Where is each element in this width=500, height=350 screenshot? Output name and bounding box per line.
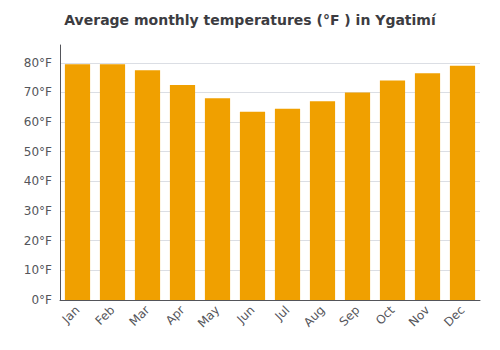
svg-text:Oct: Oct <box>373 303 398 328</box>
svg-text:Jul: Jul <box>272 303 293 324</box>
svg-text:20°F: 20°F <box>24 234 52 248</box>
svg-text:Sep: Sep <box>337 303 363 329</box>
svg-text:40°F: 40°F <box>24 174 52 188</box>
svg-text:Dec: Dec <box>441 303 467 329</box>
svg-text:50°F: 50°F <box>24 145 52 159</box>
svg-text:Mar: Mar <box>127 303 153 329</box>
svg-text:Apr: Apr <box>163 303 188 328</box>
svg-text:70°F: 70°F <box>24 85 52 99</box>
svg-text:0°F: 0°F <box>31 293 52 307</box>
svg-text:Jun: Jun <box>234 303 258 327</box>
svg-text:Nov: Nov <box>406 303 432 329</box>
svg-text:Jan: Jan <box>59 303 83 327</box>
svg-text:80°F: 80°F <box>24 56 52 70</box>
svg-text:May: May <box>195 303 222 330</box>
svg-text:Average monthly temperatures (: Average monthly temperatures (°F ) in Yg… <box>64 12 437 28</box>
svg-text:Aug: Aug <box>301 303 327 329</box>
svg-text:60°F: 60°F <box>24 115 52 129</box>
svg-text:10°F: 10°F <box>24 263 52 277</box>
svg-text:30°F: 30°F <box>24 204 52 218</box>
svg-text:Feb: Feb <box>93 303 118 328</box>
